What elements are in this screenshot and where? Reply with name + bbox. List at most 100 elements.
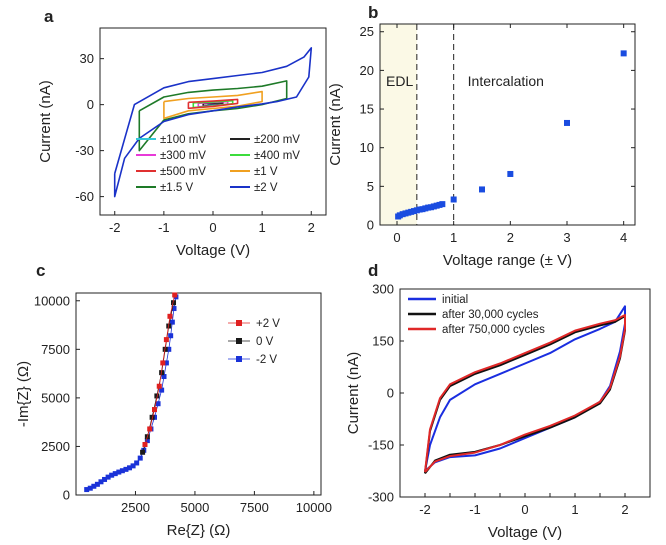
nyquist-point xyxy=(137,455,143,461)
nyquist-point xyxy=(155,401,161,407)
legend-label: ±300 mV xyxy=(160,150,206,162)
x-tick-label: 2 xyxy=(621,502,628,517)
x-tick-label: 2500 xyxy=(121,500,150,515)
x-tick-label: 4 xyxy=(620,230,627,245)
x-tick-label: 2 xyxy=(308,220,315,235)
x-tick-label: 10000 xyxy=(296,500,332,515)
y-tick-label: 0 xyxy=(87,97,94,112)
x-tick-label: -2 xyxy=(419,502,431,517)
y-axis-label: -Im{Z} (Ω) xyxy=(15,361,32,427)
nyquist-line xyxy=(86,296,177,490)
nyquist-point xyxy=(142,442,148,447)
nyquist-point xyxy=(167,313,173,319)
y-tick-label: 15 xyxy=(360,102,374,117)
nyquist-point xyxy=(123,466,129,472)
cv-loop xyxy=(163,90,263,120)
x-axis-label: Voltage (V) xyxy=(488,524,562,541)
nyquist-point xyxy=(116,469,122,475)
legend-marker xyxy=(236,338,242,344)
y-tick-label: 10 xyxy=(360,140,374,155)
legend-label: ±400 mV xyxy=(254,150,300,162)
panel-c: 2500 5000 7500 10000 0 2500 5000 7500 10000 Re{Z}… xyxy=(15,261,332,539)
legend-label: 0 V xyxy=(256,336,274,348)
x-tick-label: 1 xyxy=(259,220,266,235)
x-tick-label: 5000 xyxy=(180,500,209,515)
x-tick-label: 0 xyxy=(209,220,216,235)
y-tick-label: 30 xyxy=(80,51,94,66)
legend-label: ±200 mV xyxy=(254,134,300,146)
panel-b: 0 1 2 3 4 0 5 10 15 20 25 Voltage range (± V) Curren… xyxy=(327,3,636,269)
y-tick-label: 300 xyxy=(372,282,394,297)
legend-label: after 750,000 cycles xyxy=(442,324,545,336)
x-axis-label: Voltage (V) xyxy=(176,242,250,259)
x-axis-label: Re{Z} (Ω) xyxy=(167,522,231,539)
nyquist-point xyxy=(171,300,177,306)
nyquist-point xyxy=(127,465,133,471)
nyquist-point xyxy=(171,306,177,312)
legend-label: ±1 V xyxy=(254,166,278,178)
nyquist-line xyxy=(144,294,176,445)
x-tick-label: 1 xyxy=(571,502,578,517)
panel-a: -2 -1 0 1 2 -60 -30 0 30 Voltage (V) Current (nA) a… xyxy=(37,7,327,259)
nyquist-point xyxy=(159,387,165,393)
panel-label: d xyxy=(368,261,378,280)
nyquist-point xyxy=(154,393,160,399)
x-tick-label: 0 xyxy=(393,230,400,245)
data-point xyxy=(450,196,457,203)
nyquist-point xyxy=(144,438,150,444)
nyquist-point xyxy=(156,383,162,389)
y-axis-label: Current (nA) xyxy=(37,80,54,163)
nyquist-point xyxy=(163,360,169,366)
nyquist-point xyxy=(84,487,90,493)
nyquist-point xyxy=(91,483,97,489)
legend-marker xyxy=(236,356,242,362)
x-tick-label: -1 xyxy=(158,220,170,235)
nyquist-point xyxy=(163,337,169,343)
region-label-edl: EDL xyxy=(386,73,413,89)
nyquist-point xyxy=(105,474,111,480)
x-tick-label: 3 xyxy=(563,230,570,245)
x-axis-label: Voltage range (± V) xyxy=(443,252,572,269)
legend-marker xyxy=(236,320,242,326)
cv-loop xyxy=(187,98,239,110)
legend-label: after 30,000 cycles xyxy=(442,309,539,321)
data-point xyxy=(620,50,627,57)
panel-label: c xyxy=(36,261,45,280)
nyquist-point xyxy=(98,479,104,485)
nyquist-point xyxy=(161,374,167,380)
nyquist-point xyxy=(169,319,175,325)
legend-label: ±100 mV xyxy=(160,134,206,146)
panel-d: -2 -1 0 1 2 -300 -150 0 150 300 Voltage (V) Current… xyxy=(345,261,651,541)
y-tick-label: -30 xyxy=(75,143,94,158)
y-tick-label: 5 xyxy=(367,179,374,194)
data-point xyxy=(479,186,485,193)
nyquist-point xyxy=(140,449,146,455)
x-tick-label: -2 xyxy=(109,220,121,235)
region-label-intercalation: Intercalation xyxy=(468,73,544,89)
nyquist-point xyxy=(112,471,118,477)
cv-cycle xyxy=(424,314,626,473)
cv-loop xyxy=(113,47,313,198)
y-tick-label: 2500 xyxy=(41,439,70,454)
y-axis-label: Current (nA) xyxy=(327,83,344,166)
y-tick-label: 10000 xyxy=(34,293,70,308)
nyquist-point xyxy=(160,360,166,366)
cv-cycle xyxy=(424,315,626,475)
y-tick-label: 25 xyxy=(360,24,374,39)
legend-label: -2 V xyxy=(256,354,277,366)
x-tick-label: 7500 xyxy=(240,500,269,515)
x-tick-label: -1 xyxy=(469,502,481,517)
y-tick-label: -300 xyxy=(368,490,394,505)
legend-label: ±1.5 V xyxy=(160,182,193,194)
y-axis-label: Current (nA) xyxy=(345,352,362,435)
y-tick-label: 0 xyxy=(387,386,394,401)
nyquist-point xyxy=(109,472,115,478)
nyquist-point xyxy=(172,292,178,298)
edl-region xyxy=(380,24,417,225)
legend-label: ±2 V xyxy=(254,182,278,194)
nyquist-point xyxy=(147,426,153,432)
plot-frame xyxy=(379,23,636,226)
nyquist-point xyxy=(87,485,93,491)
nyquist-point xyxy=(130,463,136,469)
